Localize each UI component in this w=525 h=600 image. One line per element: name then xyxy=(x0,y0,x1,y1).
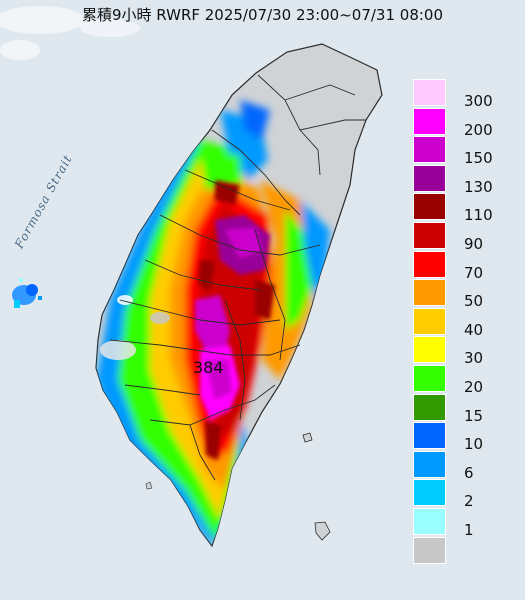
legend-label: 20 xyxy=(464,378,484,396)
map-title: 累積9小時 RWRF 2025/07/30 23:00~07/31 08:00 xyxy=(81,6,444,24)
legend-swatch xyxy=(413,193,446,221)
legend-label: 1 xyxy=(464,521,474,539)
legend-label: 110 xyxy=(464,206,493,225)
legend-swatch xyxy=(413,393,446,421)
southeast-islets xyxy=(302,432,331,541)
legend-label: 10 xyxy=(464,435,484,454)
legend-label: 50 xyxy=(464,292,484,311)
legend-swatch xyxy=(413,164,446,192)
max-value-label: 384 xyxy=(193,358,224,377)
legend-swatch xyxy=(413,536,446,564)
legend-swatch xyxy=(413,250,446,278)
legend-swatch xyxy=(413,479,446,507)
legend-label: 2 xyxy=(464,492,474,511)
legend-swatch xyxy=(413,136,446,164)
legend-swatch xyxy=(413,279,446,307)
small-islet xyxy=(145,481,153,490)
legend-label: 15 xyxy=(464,406,484,425)
rainfall-field xyxy=(96,100,330,545)
legend-label: 40 xyxy=(464,320,484,339)
legend-label: 70 xyxy=(464,263,484,282)
legend-swatch xyxy=(413,79,446,106)
county-borders xyxy=(109,74,366,481)
penghu-islands xyxy=(12,278,42,308)
legend-swatch xyxy=(413,508,446,535)
cloud-patches xyxy=(0,6,140,60)
legend-swatch xyxy=(413,450,446,478)
legend-swatch xyxy=(413,107,446,135)
legend-swatch xyxy=(413,422,446,450)
legend-swatch xyxy=(413,307,446,335)
legend-label: 150 xyxy=(464,149,493,168)
legend-swatch xyxy=(413,336,446,364)
legend-label: 300 xyxy=(464,92,493,110)
legend-label: 90 xyxy=(464,235,484,253)
legend-swatch xyxy=(413,365,446,392)
legend-swatch xyxy=(413,222,446,249)
legend-label: 130 xyxy=(464,177,493,196)
legend-label: 30 xyxy=(464,349,484,368)
legend-label: 6 xyxy=(464,463,474,482)
legend-label: 200 xyxy=(464,120,493,139)
